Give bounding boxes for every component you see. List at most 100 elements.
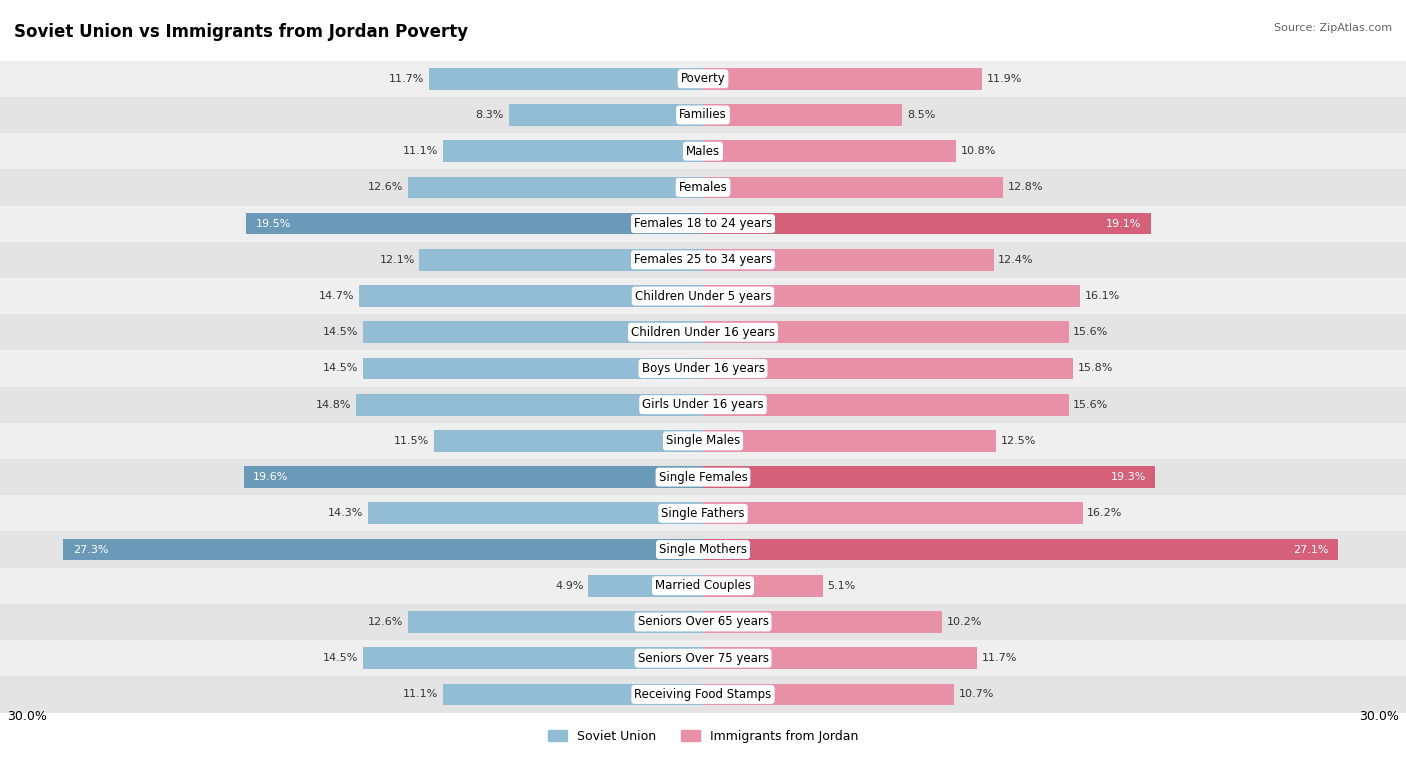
Text: 12.4%: 12.4% — [998, 255, 1033, 265]
Bar — [0, 459, 1406, 495]
Bar — [0, 133, 1406, 169]
Bar — [588, 575, 703, 597]
Text: 8.5%: 8.5% — [907, 110, 935, 120]
Text: 19.3%: 19.3% — [1111, 472, 1146, 482]
Bar — [356, 394, 703, 415]
Text: 12.6%: 12.6% — [368, 617, 404, 627]
Bar — [0, 314, 1406, 350]
Bar — [63, 539, 703, 560]
Bar — [0, 495, 1406, 531]
Bar — [368, 503, 703, 525]
Bar — [363, 358, 703, 379]
Bar — [0, 169, 1406, 205]
Bar — [0, 242, 1406, 278]
Bar — [703, 647, 977, 669]
Bar — [703, 104, 903, 126]
Bar — [408, 611, 703, 633]
Text: 12.1%: 12.1% — [380, 255, 415, 265]
Text: 19.1%: 19.1% — [1107, 218, 1142, 229]
Bar — [703, 213, 1150, 234]
Text: 11.1%: 11.1% — [404, 690, 439, 700]
Bar — [703, 321, 1069, 343]
Bar — [0, 423, 1406, 459]
Text: 15.6%: 15.6% — [1073, 327, 1108, 337]
Bar — [703, 177, 1002, 199]
Bar — [0, 205, 1406, 242]
Text: Girls Under 16 years: Girls Under 16 years — [643, 398, 763, 411]
Text: Single Females: Single Females — [658, 471, 748, 484]
Text: 10.8%: 10.8% — [960, 146, 995, 156]
Bar — [703, 466, 1156, 488]
Text: Receiving Food Stamps: Receiving Food Stamps — [634, 688, 772, 701]
Bar — [703, 140, 956, 162]
Bar — [0, 568, 1406, 604]
Text: Source: ZipAtlas.com: Source: ZipAtlas.com — [1274, 23, 1392, 33]
Text: Children Under 16 years: Children Under 16 years — [631, 326, 775, 339]
Bar — [246, 213, 703, 234]
Bar — [433, 430, 703, 452]
Text: 12.5%: 12.5% — [1001, 436, 1036, 446]
Bar — [0, 640, 1406, 676]
Text: Single Fathers: Single Fathers — [661, 507, 745, 520]
Bar — [419, 249, 703, 271]
Text: 19.5%: 19.5% — [256, 218, 291, 229]
Text: 12.8%: 12.8% — [1008, 183, 1043, 193]
Bar — [243, 466, 703, 488]
Bar — [363, 321, 703, 343]
Bar — [703, 539, 1339, 560]
Bar — [703, 394, 1069, 415]
Bar — [408, 177, 703, 199]
Text: 14.7%: 14.7% — [318, 291, 354, 301]
Bar — [443, 140, 703, 162]
Bar — [429, 68, 703, 89]
Text: 14.5%: 14.5% — [323, 364, 359, 374]
Bar — [703, 249, 994, 271]
Text: 16.2%: 16.2% — [1087, 509, 1122, 518]
Bar — [0, 350, 1406, 387]
Bar — [0, 604, 1406, 640]
Text: 14.5%: 14.5% — [323, 327, 359, 337]
Bar — [0, 61, 1406, 97]
Bar — [703, 430, 995, 452]
Text: 27.1%: 27.1% — [1294, 544, 1329, 555]
Text: 16.1%: 16.1% — [1085, 291, 1121, 301]
Text: Soviet Union vs Immigrants from Jordan Poverty: Soviet Union vs Immigrants from Jordan P… — [14, 23, 468, 41]
Text: 19.6%: 19.6% — [253, 472, 288, 482]
Text: Children Under 5 years: Children Under 5 years — [634, 290, 772, 302]
Text: Males: Males — [686, 145, 720, 158]
Text: 11.5%: 11.5% — [394, 436, 429, 446]
Text: Seniors Over 75 years: Seniors Over 75 years — [637, 652, 769, 665]
Bar — [0, 387, 1406, 423]
Text: 14.5%: 14.5% — [323, 653, 359, 663]
Bar — [703, 611, 942, 633]
Text: Married Couples: Married Couples — [655, 579, 751, 592]
Text: 11.9%: 11.9% — [987, 74, 1022, 83]
Text: Boys Under 16 years: Boys Under 16 years — [641, 362, 765, 375]
Text: Seniors Over 65 years: Seniors Over 65 years — [637, 615, 769, 628]
Bar — [0, 531, 1406, 568]
Bar — [703, 358, 1073, 379]
Legend: Soviet Union, Immigrants from Jordan: Soviet Union, Immigrants from Jordan — [543, 725, 863, 748]
Text: 15.6%: 15.6% — [1073, 399, 1108, 409]
Bar — [509, 104, 703, 126]
Text: 27.3%: 27.3% — [73, 544, 108, 555]
Bar — [359, 285, 703, 307]
Text: 10.2%: 10.2% — [946, 617, 981, 627]
Text: 4.9%: 4.9% — [555, 581, 583, 590]
Text: Families: Families — [679, 108, 727, 121]
Text: Females 18 to 24 years: Females 18 to 24 years — [634, 217, 772, 230]
Text: Single Mothers: Single Mothers — [659, 543, 747, 556]
Bar — [703, 68, 981, 89]
Bar — [443, 684, 703, 705]
Text: 14.3%: 14.3% — [328, 509, 363, 518]
Bar — [0, 97, 1406, 133]
Bar — [0, 278, 1406, 314]
Text: Single Males: Single Males — [666, 434, 740, 447]
Text: Females: Females — [679, 181, 727, 194]
Text: 10.7%: 10.7% — [959, 690, 994, 700]
Bar — [703, 503, 1083, 525]
Bar — [703, 684, 953, 705]
Text: 30.0%: 30.0% — [1360, 709, 1399, 723]
Text: 11.7%: 11.7% — [981, 653, 1017, 663]
Text: Poverty: Poverty — [681, 72, 725, 85]
